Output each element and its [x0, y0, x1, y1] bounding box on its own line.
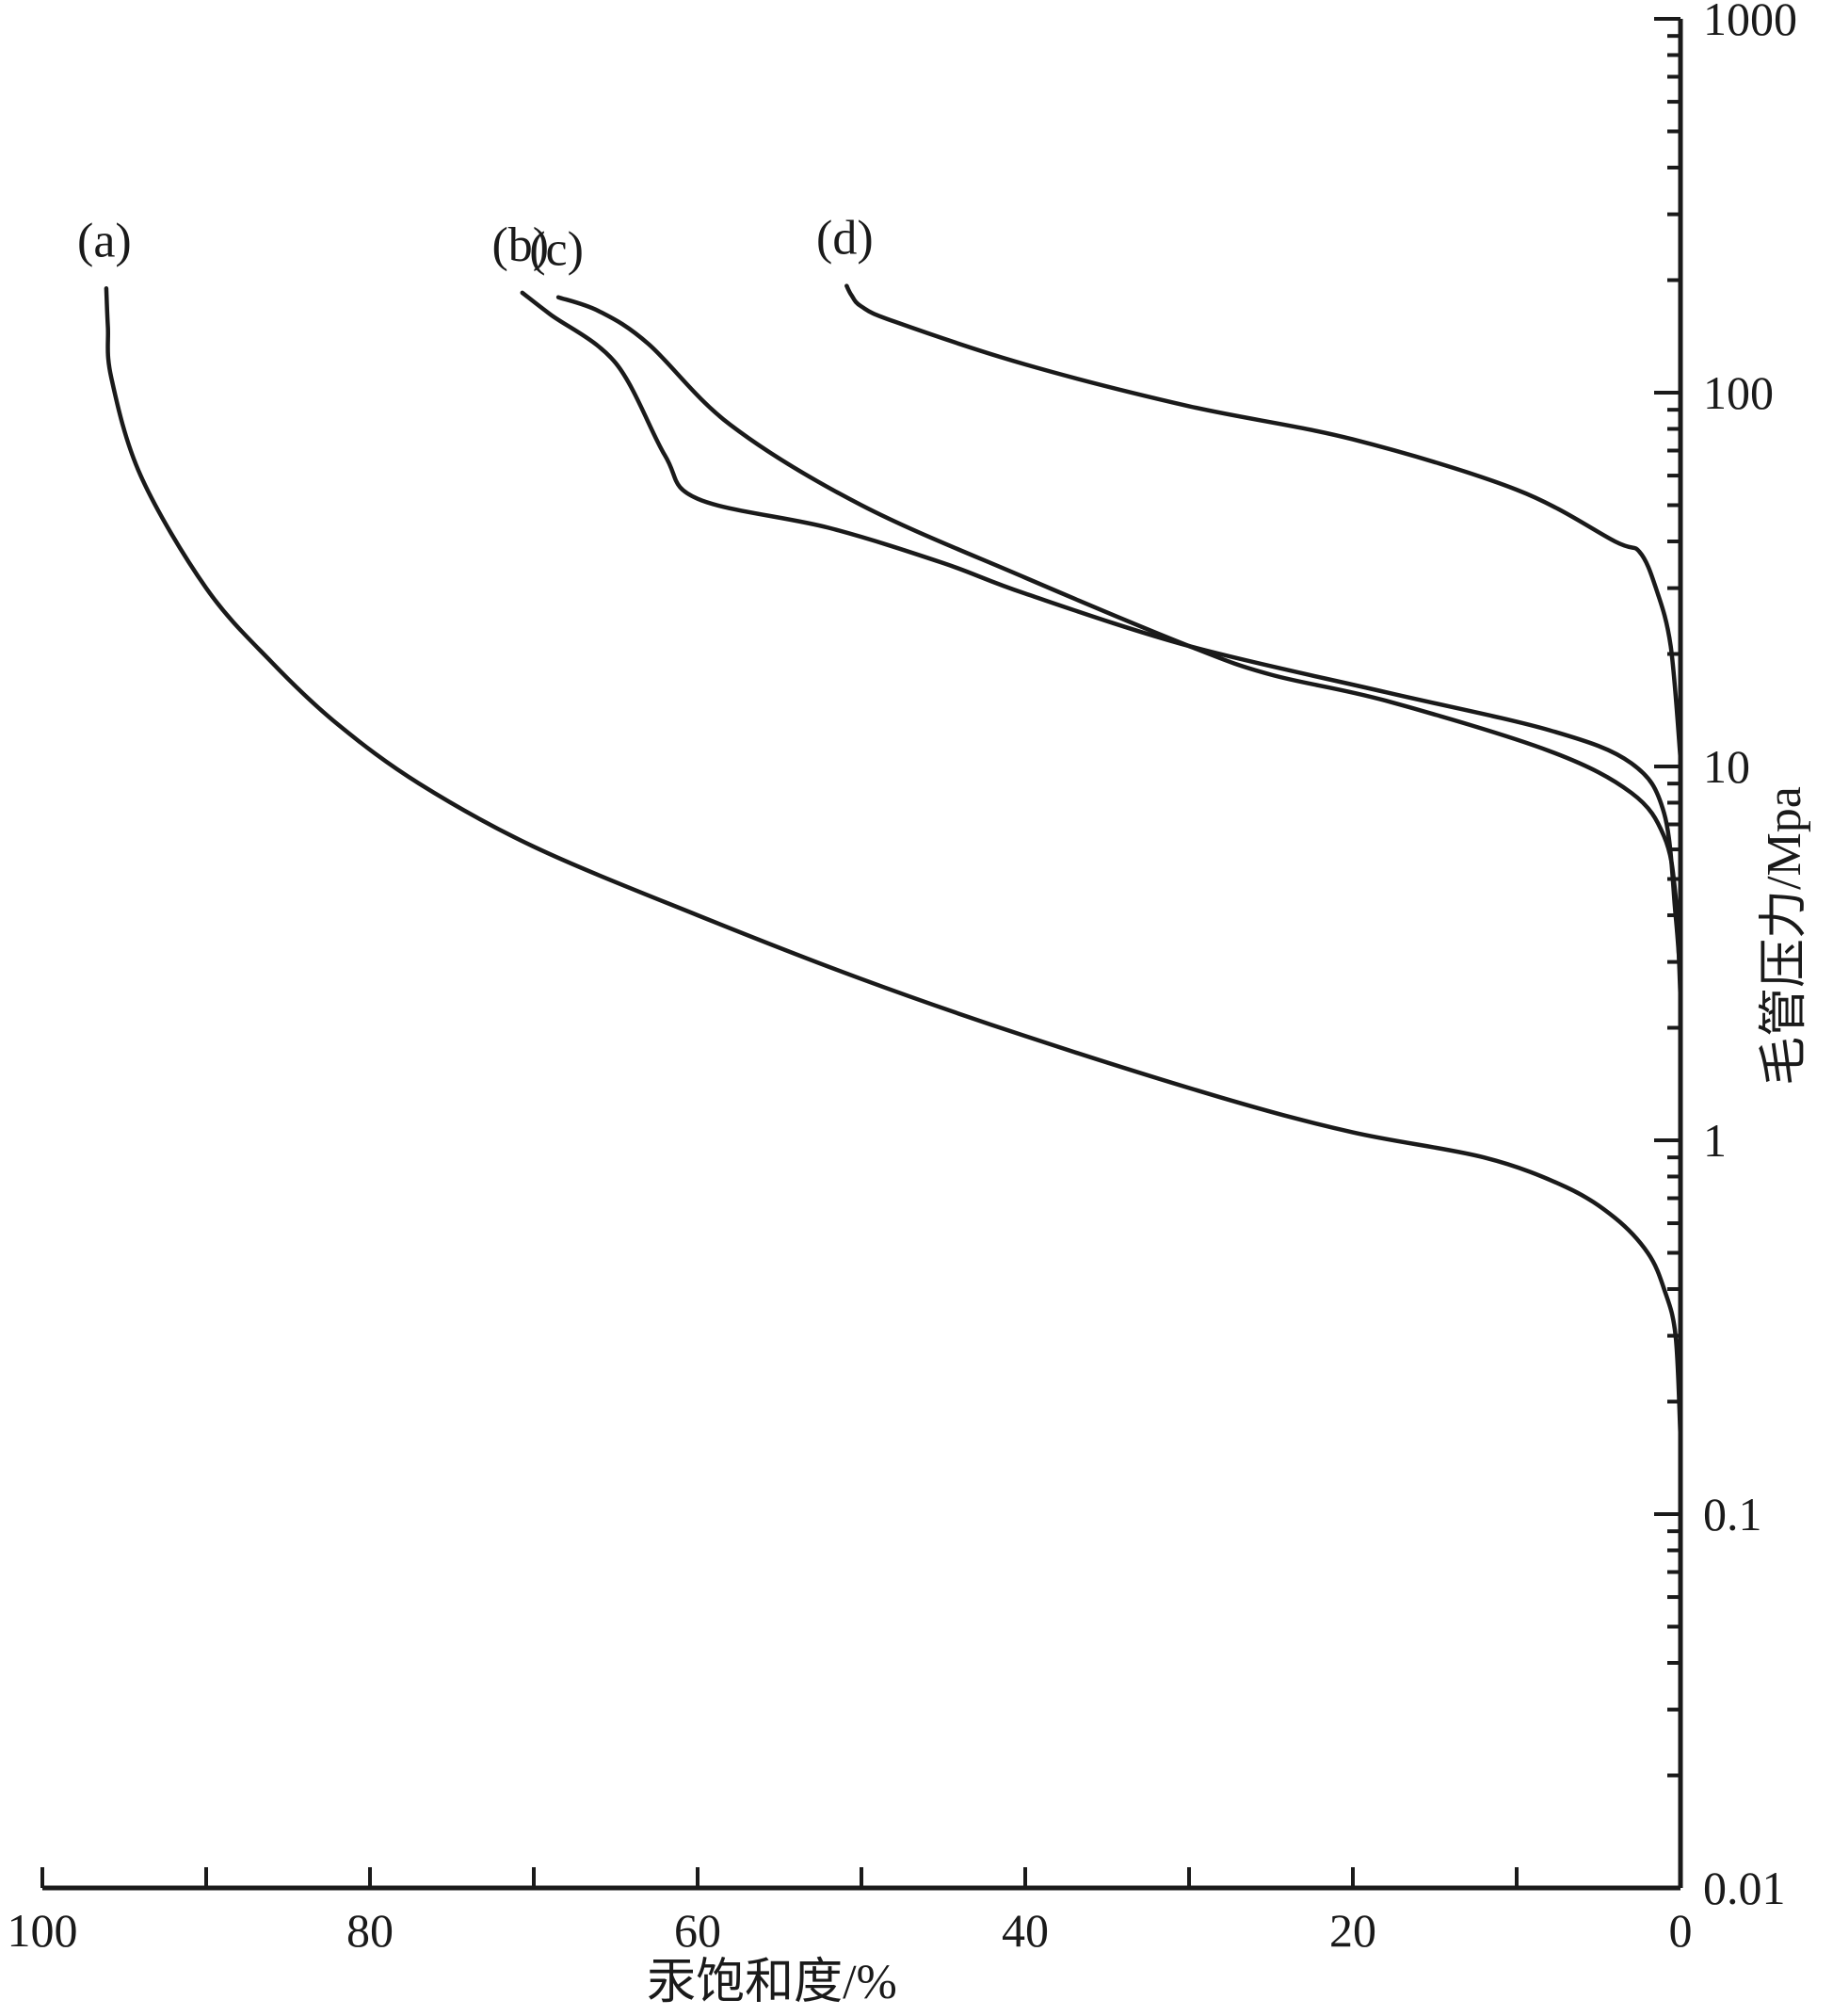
y-tick-label: 100: [1703, 366, 1774, 419]
x-tick-label: 0: [1669, 1904, 1693, 1957]
curves: [104, 283, 1683, 1441]
curve-label-b: (b): [491, 218, 549, 272]
curve-d: [844, 283, 1683, 761]
x-tick-label: 100: [8, 1904, 78, 1957]
x-axis-ticks: 100 80 60 40 20 0: [8, 1867, 1693, 1957]
x-axis-title: 汞饱和度/%: [647, 1956, 897, 2009]
y-tick-label: 1: [1703, 1114, 1727, 1167]
x-tick-label: 20: [1329, 1904, 1376, 1957]
x-tick-label: 40: [1002, 1904, 1049, 1957]
y-axis-title: 毛管压力/Mpa: [1758, 786, 1811, 1086]
x-tick-label: 80: [346, 1904, 394, 1957]
y-tick-label: 10: [1703, 740, 1750, 793]
y-tick-label: 1000: [1703, 0, 1797, 45]
curve-b: [520, 290, 1683, 981]
curve-label-a: (a): [77, 214, 132, 267]
curve-labels: (a) (b)(c) (d): [77, 212, 874, 277]
y-tick-label: 0.1: [1703, 1488, 1762, 1540]
curve-c: [555, 295, 1683, 1001]
curve-label-d: (d): [816, 212, 874, 266]
curve-label-c: (c): [529, 223, 584, 277]
y-tick-label: 0.01: [1703, 1862, 1786, 1914]
y-axis-ticks: 1000 100 10 1 0.1 0.01: [1654, 0, 1797, 1914]
axes: [42, 19, 1683, 1891]
curve-a: [104, 286, 1683, 1441]
x-tick-label: 60: [674, 1904, 721, 1957]
